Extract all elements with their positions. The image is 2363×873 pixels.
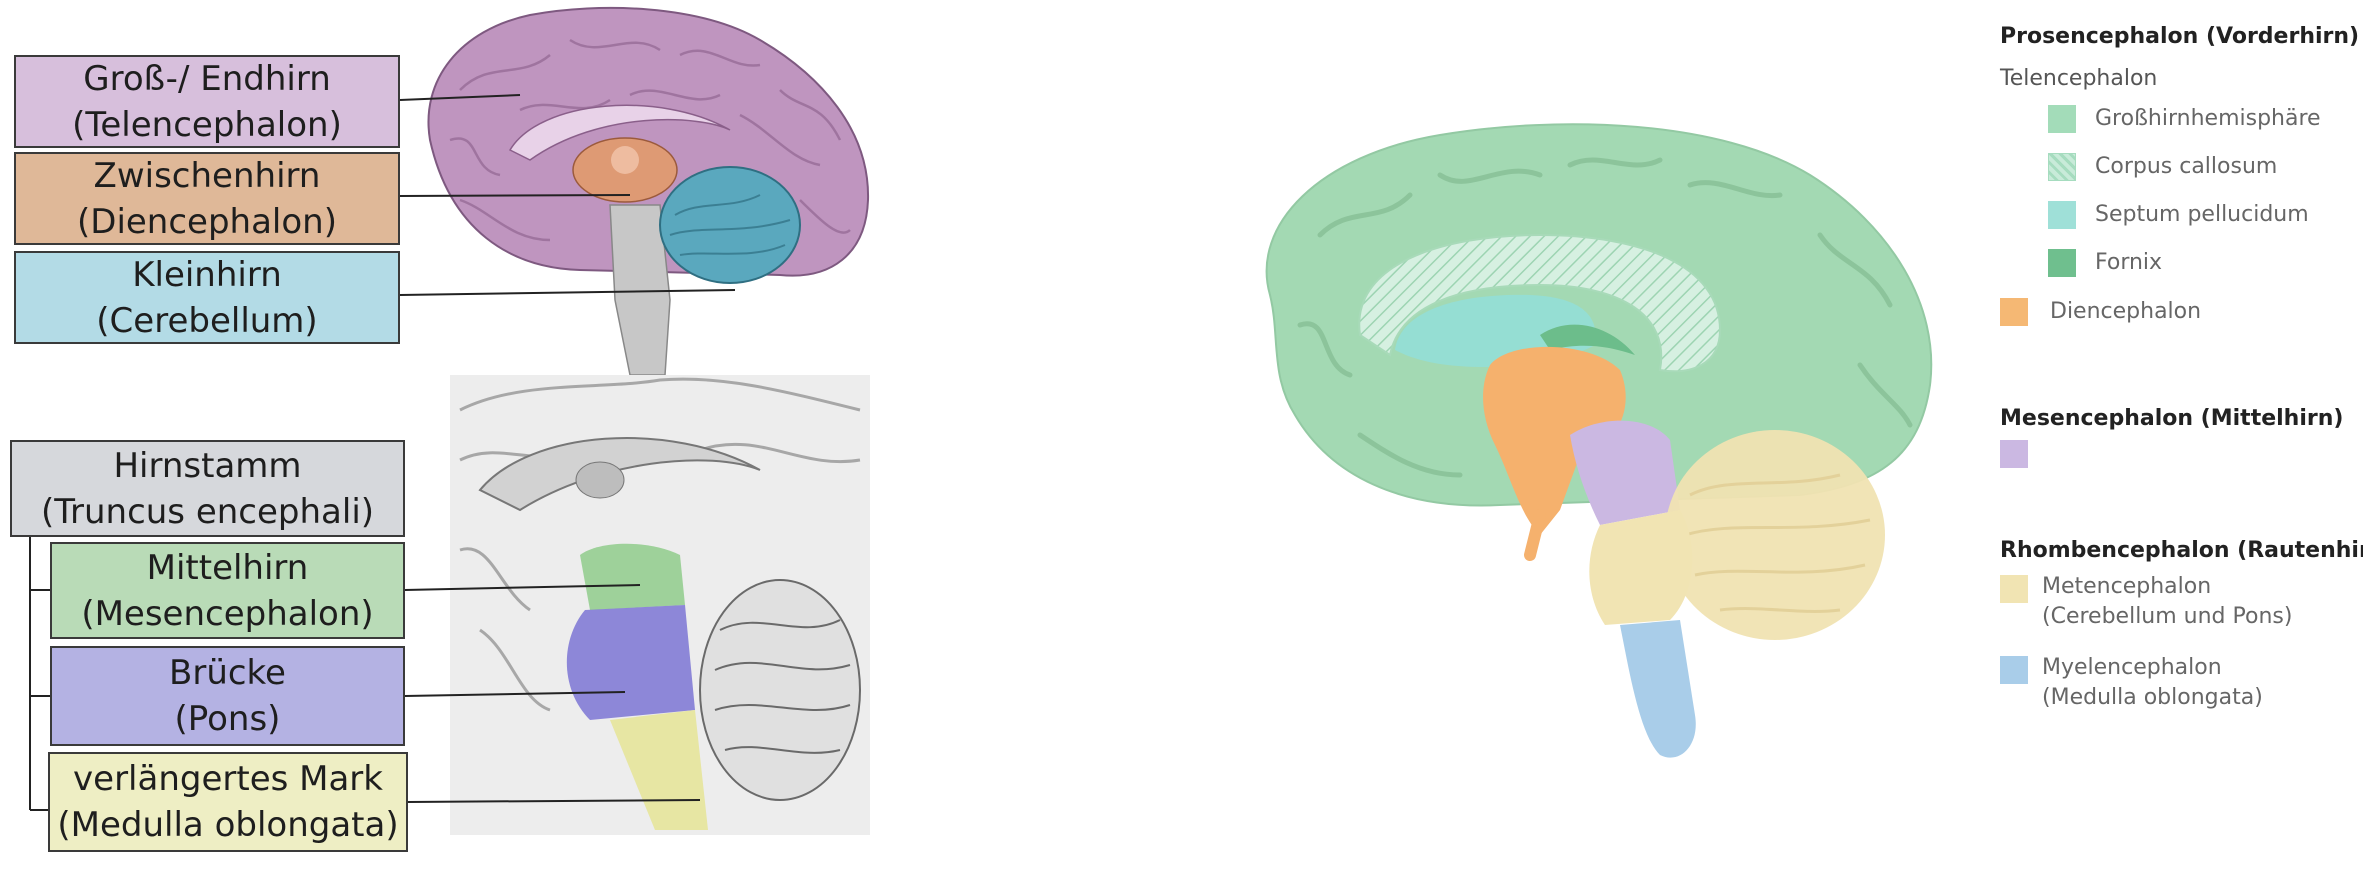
swatch-mesencephalon	[2000, 440, 2028, 468]
label-telencephalon-line1: Groß-/ Endhirn	[83, 58, 331, 99]
label-telencephalon-line2: (Telencephalon)	[72, 104, 342, 145]
swatch-fornix	[2048, 249, 2076, 277]
legend-item-myelencephalon: Myelencephalon (Medulla oblongata)	[2042, 653, 2263, 713]
legend-item-myelencephalon-line1: Myelencephalon	[2042, 655, 2222, 680]
legend-item-metencephalon-line2: (Cerebellum und Pons)	[2042, 604, 2293, 629]
label-cerebellum-line1: Kleinhirn	[132, 254, 282, 295]
leader-lines	[29, 94, 736, 811]
label-medulla: verlängertes Mark (Medulla oblongata)	[48, 752, 408, 852]
label-pons-line2: (Pons)	[174, 699, 281, 739]
label-mesencephalon-line1: Mittelhirn	[146, 547, 309, 588]
label-brainstem-line1: Hirnstamm	[113, 445, 302, 486]
label-medulla-line1: verlängertes Mark	[73, 759, 383, 799]
legend-item-myelencephalon-line2: (Medulla oblongata)	[2042, 685, 2263, 710]
label-brainstem: Hirnstamm (Truncus encephali)	[10, 440, 405, 537]
swatch-septum-pellucidum	[2048, 201, 2076, 229]
label-mesencephalon-line2: (Mesencephalon)	[81, 593, 374, 634]
top-brain-illustration	[427, 6, 870, 376]
label-cerebellum-line2: (Cerebellum)	[96, 300, 318, 341]
swatch-corpus-callosum	[2048, 153, 2076, 181]
label-telencephalon: Groß-/ Endhirn (Telencephalon)	[14, 55, 400, 148]
legend-rhombencephalon-title: Rhombencephalon (Rautenhirn)	[2000, 538, 2363, 563]
legend-item-metencephalon: Metencephalon (Cerebellum und Pons)	[2042, 572, 2292, 632]
swatch-diencephalon	[2000, 298, 2028, 326]
legend-item-fornix: Fornix	[2095, 250, 2163, 275]
legend-prosencephalon-title: Prosencephalon (Vorderhirn)	[2000, 24, 2360, 49]
legend-item-metencephalon-line1: Metencephalon	[2042, 574, 2212, 599]
label-pons-line1: Brücke	[169, 653, 286, 693]
legend-mesencephalon-title: Mesencephalon (Mittelhirn)	[2000, 406, 2344, 431]
label-medulla-line2: (Medulla oblongata)	[57, 805, 399, 845]
label-brainstem-line2: (Truncus encephali)	[40, 491, 375, 532]
label-pons: Brücke (Pons)	[50, 646, 405, 746]
swatch-grosshirn	[2048, 105, 2076, 133]
label-diencephalon-line2: (Diencephalon)	[77, 201, 337, 242]
swatch-metencephalon	[2000, 575, 2028, 603]
legend-telencephalon-subtitle: Telencephalon	[2000, 66, 2158, 91]
legend-item-diencephalon: Diencephalon	[2050, 299, 2202, 324]
legend-item-corpus-callosum: Corpus callosum	[2095, 154, 2278, 179]
label-cerebellum: Kleinhirn (Cerebellum)	[14, 251, 400, 344]
legend-item-grosshirn: Großhirnhemisphäre	[2095, 106, 2321, 131]
legend-item-septum-pellucidum: Septum pellucidum	[2095, 202, 2309, 227]
label-mesencephalon: Mittelhirn (Mesencephalon)	[50, 542, 405, 639]
label-diencephalon-line1: Zwischenhirn	[93, 155, 321, 196]
schematic-brain	[1265, 123, 1933, 758]
bottom-brainstem-illustration	[450, 375, 870, 835]
swatch-myelencephalon	[2000, 656, 2028, 684]
label-diencephalon: Zwischenhirn (Diencephalon)	[14, 152, 400, 245]
